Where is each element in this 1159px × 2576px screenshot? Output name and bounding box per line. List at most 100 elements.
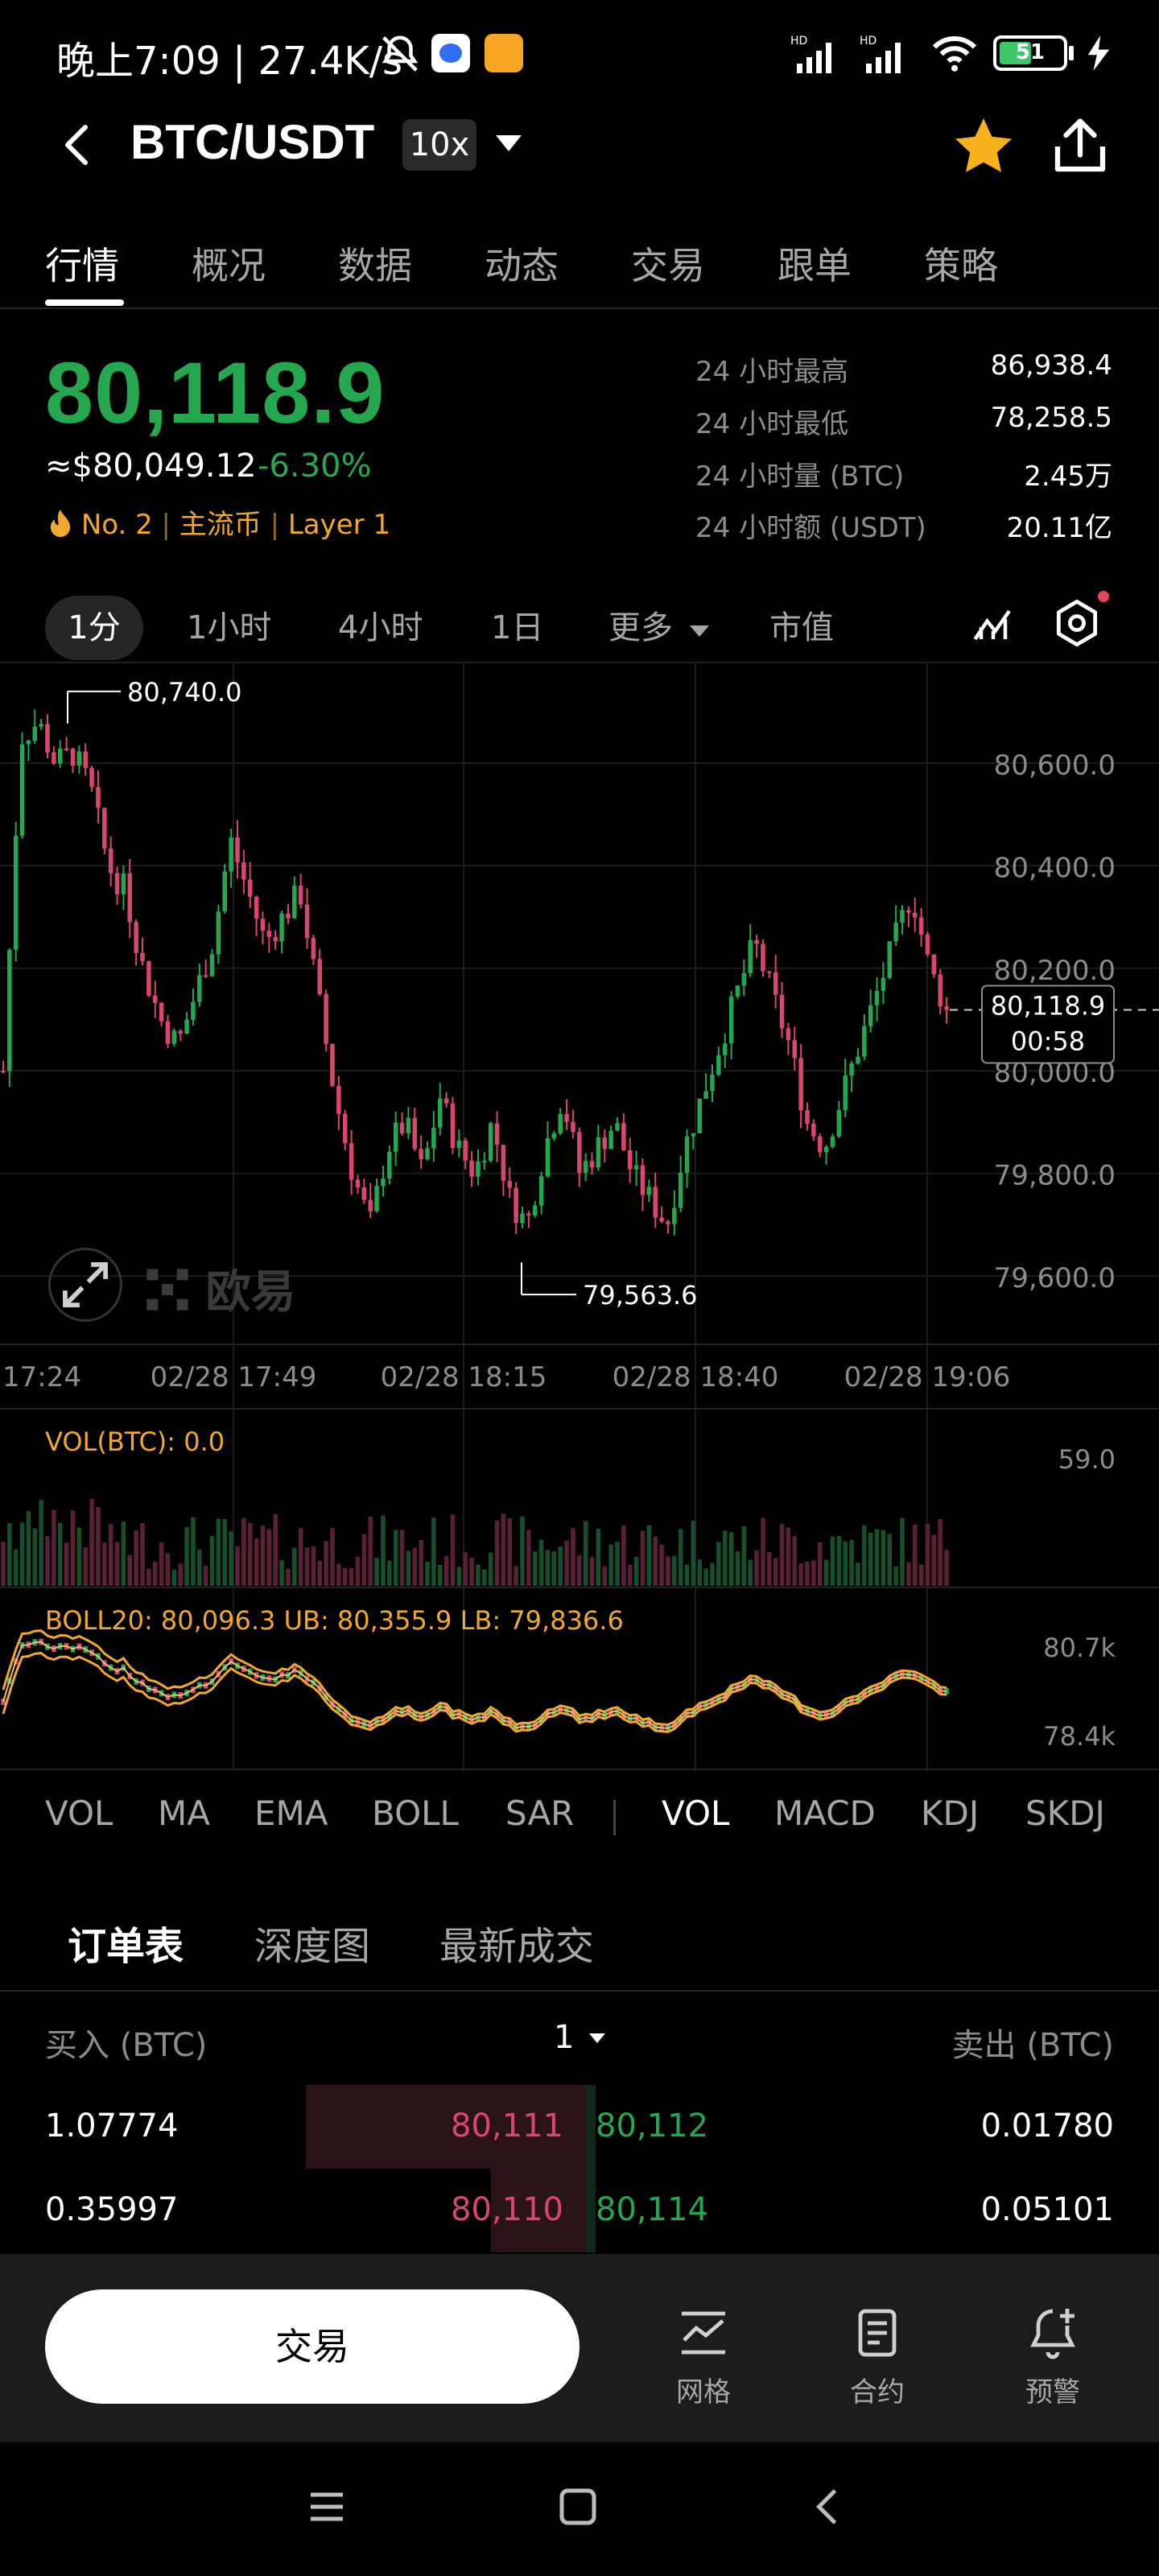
candle-body [443,1098,449,1104]
boll-bottom-label: 78.4k [1043,1721,1116,1752]
indicator-main-sar[interactable]: SAR [505,1794,575,1833]
indicator-main-ma[interactable]: MA [158,1794,210,1833]
svg-text:HD: HD [790,35,807,47]
ask-price: 80,114 [596,2191,708,2228]
candle-body [830,1136,835,1147]
pair-dropdown-caret-icon[interactable] [493,132,525,158]
tab-trade[interactable]: 交易 [631,244,705,287]
candle-body [216,911,221,955]
candle-body [526,1213,531,1216]
precision-select[interactable]: 1 [554,2019,607,2056]
candle-body [191,1001,196,1020]
candle-body [140,952,145,962]
candle-body [361,1187,367,1200]
nav-home-icon[interactable] [554,2483,602,2534]
futures-button[interactable]: 合约 [821,2304,934,2409]
candle-body [64,748,69,750]
fullscreen-button[interactable] [48,1248,122,1322]
candle-body [387,1151,392,1179]
indicator-divider [613,1800,616,1835]
candle-body [881,977,886,991]
interval-1m[interactable]: 1分 [45,596,143,660]
boll-top-label: 80.7k [1043,1633,1116,1663]
candle-body [918,917,924,935]
interval-1d[interactable]: 1日 [491,609,544,646]
volume-bar [874,1529,880,1586]
nav-menu-icon[interactable] [303,2483,351,2534]
chart-settings-icon[interactable] [1051,597,1103,652]
volume-bar [596,1529,601,1586]
volume-bar [640,1530,645,1586]
indicator-main-boll[interactable]: BOLL [372,1794,459,1833]
tab-depth[interactable]: 深度图 [254,1924,371,1969]
alert-button[interactable]: 预警 [996,2304,1109,2409]
tab-overview[interactable]: 概况 [192,244,266,287]
candle-body [672,1208,677,1224]
candle-body [229,837,233,872]
candle-body [583,1161,588,1174]
volume-bar [222,1519,228,1586]
current-price-box [981,985,1115,1064]
nav-back-icon[interactable] [805,2483,853,2534]
category-tag-1[interactable]: 主流币 [179,509,262,541]
volume-bar [26,1511,31,1586]
indicator-sub-macd[interactable]: MACD [774,1794,876,1833]
tab-copytrade[interactable]: 跟单 [777,244,852,287]
ask-quantity: 0.01780 [980,2107,1114,2145]
tab-strategy[interactable]: 策略 [924,244,998,287]
candle-body [621,1123,626,1150]
orderbook-row[interactable]: 1.07774 80,111 80,112 0.01780 [0,2085,1159,2169]
tab-data[interactable]: 数据 [338,244,412,287]
tab-orderbook[interactable]: 订单表 [68,1924,184,1969]
rank-tag[interactable]: No. 2 [80,509,153,541]
indicator-chart-icon[interactable] [969,599,1017,650]
candlestick-chart[interactable]: 80,600.080,400.080,200.080,000.079,800.0… [0,663,1159,1771]
volume-bar [273,1513,278,1586]
indicator-main-vol[interactable]: VOL [45,1794,113,1833]
candle-body [691,1133,696,1137]
orderbook-row[interactable]: 0.35997 80,110 80,114 0.05101 [0,2169,1159,2252]
volume-bar [32,1528,38,1586]
candle-body [811,1123,816,1137]
candle-body [741,972,747,986]
indicator-sub-vol[interactable]: VOL [662,1794,730,1833]
grid-button[interactable]: 网格 [647,2304,760,2409]
interval-marketcap[interactable]: 市值 [769,609,834,646]
tab-market[interactable]: 行情 [45,244,119,287]
interval-4h[interactable]: 4小时 [338,609,423,646]
candle-body [633,1165,639,1170]
stat-label-high: 24 小时最高 [695,356,849,388]
volume-bar [532,1551,538,1586]
volume-bar [229,1531,233,1586]
high-marker-label: 80,740.0 [127,677,242,708]
volume-bar [286,1568,291,1586]
candle-body [849,1063,854,1076]
volume-bar [39,1500,43,1586]
back-button[interactable] [60,122,95,171]
volume-bar [7,1523,12,1586]
candle-body [1,1071,6,1073]
candle-body [716,1055,721,1075]
category-tag-2[interactable]: Layer 1 [287,509,391,541]
tab-recent-trades[interactable]: 最新成交 [439,1924,595,1969]
interval-1h[interactable]: 1小时 [187,609,272,646]
share-icon[interactable] [1046,113,1114,184]
indicator-main-ema[interactable]: EMA [254,1794,328,1833]
volume-bar [336,1563,341,1586]
countdown-label: 00:58 [1011,1026,1085,1056]
indicator-sub-skdj[interactable]: SKDJ [1025,1794,1105,1833]
leverage-badge[interactable]: 10x [402,119,476,171]
volume-bar [412,1547,418,1586]
boll-indicator-label: BOLL20: 80,096.3 UB: 80,355.9 LB: 79,836… [45,1605,624,1636]
tab-news[interactable]: 动态 [485,244,559,287]
pair-title[interactable]: BTC/USDT [130,115,375,169]
y-axis-label: 79,800.0 [994,1160,1116,1192]
favorite-star-icon[interactable] [950,113,1017,184]
volume-bar [684,1564,690,1586]
indicator-sub-kdj[interactable]: KDJ [921,1794,980,1833]
interval-more[interactable]: 更多 [608,596,711,660]
volume-bar [463,1552,468,1586]
candle-body [241,862,246,880]
trade-button[interactable]: 交易 [45,2289,580,2404]
candle-body [514,1187,518,1224]
